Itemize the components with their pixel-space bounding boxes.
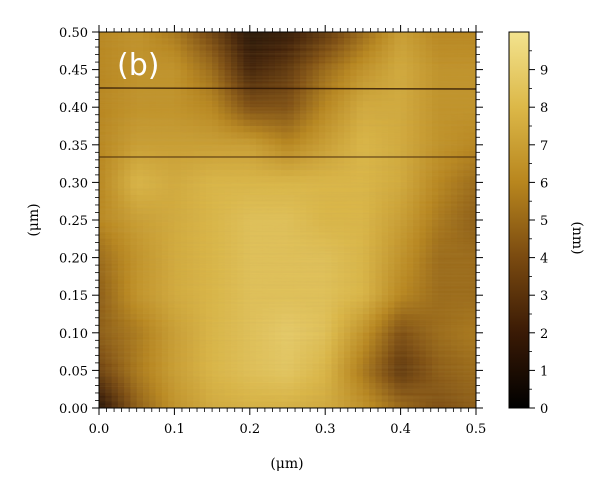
colorbar-tick-label: 6	[540, 176, 548, 191]
scan-line-artifact	[99, 87, 476, 90]
x-tick-label: 0.0	[89, 422, 110, 437]
y-tick-label: 0.40	[59, 101, 88, 116]
x-tick-label: 0.5	[466, 422, 487, 437]
y-tick-label: 0.05	[59, 364, 88, 379]
x-tick-label: 0.1	[164, 422, 185, 437]
colorbar-tick-label: 1	[540, 364, 548, 379]
colorbar-tick-label: 8	[540, 101, 548, 116]
y-tick-label: 0.20	[59, 252, 88, 267]
x-tick-label: 0.3	[315, 422, 336, 437]
y-tick-label: 0.15	[59, 289, 88, 304]
y-axis-label: (μm)	[26, 203, 42, 236]
x-tick-label: 0.4	[390, 422, 411, 437]
y-tick-label: 0.45	[59, 64, 88, 79]
colorbar-tick-label: 0	[540, 402, 548, 417]
colorbar-tick-label: 5	[540, 214, 548, 229]
colorbar-tick-label: 3	[540, 289, 548, 304]
colorbar-tick-label: 2	[540, 327, 548, 342]
y-tick-label: 0.50	[59, 26, 88, 41]
height-map	[99, 32, 476, 408]
x-tick-label: 0.2	[239, 422, 260, 437]
y-tick-label: 0.25	[59, 214, 88, 229]
x-axis: 0.0 0.1 0.2 0.3 0.4 0.5	[89, 25, 487, 437]
colorbar-tick-label: 9	[540, 64, 548, 79]
colorbar-tick-label: 4	[540, 252, 548, 267]
y-tick-label: 0.00	[59, 402, 88, 417]
colorbar-tick-label: 7	[540, 139, 548, 154]
y-tick-label: 0.30	[59, 176, 88, 191]
x-axis-label: (μm)	[270, 456, 303, 472]
panel-label: (b)	[117, 48, 159, 83]
colorbar-axis: 0 1 2 3 4 5 6 7 8 9	[529, 50, 548, 417]
y-tick-label: 0.10	[59, 327, 88, 342]
colorbar-label: (nm)	[569, 221, 585, 254]
y-tick-label: 0.35	[59, 139, 88, 154]
colorbar	[508, 31, 530, 409]
y-axis: 0.00 0.05 0.10 0.15 0.20 0.25 0.30 0.35 0.40 0.45…	[59, 26, 483, 417]
